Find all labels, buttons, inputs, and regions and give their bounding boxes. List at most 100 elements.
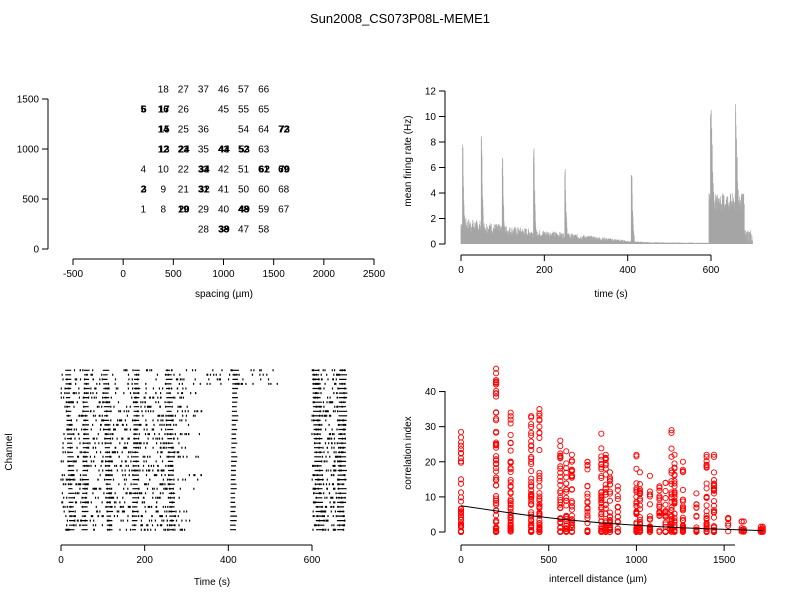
correlation-point [725, 522, 732, 529]
correlation-point [457, 528, 465, 535]
correlation-point [710, 508, 718, 515]
electrode-label: 44 [219, 145, 231, 156]
correlation-point [656, 496, 663, 503]
channel-spike-train [62, 442, 347, 445]
channel-spike-train [65, 382, 346, 385]
correlation-point [668, 445, 675, 452]
correlation-point [703, 508, 710, 515]
channel-spike-train [63, 510, 345, 513]
correlation-point [693, 504, 700, 511]
correlation-point [507, 413, 514, 420]
electrode-label: 46 [218, 85, 230, 96]
correlation-point [703, 461, 710, 468]
electrode-label: 28 [198, 225, 210, 236]
electrode-label: 69 [278, 165, 290, 176]
raster-panel: 0 200 400 600 Time (s) Channel [4, 369, 348, 588]
correlation-point [457, 498, 465, 505]
correlation-point [636, 506, 643, 513]
correlation-point [662, 501, 669, 508]
correlation-point [662, 488, 669, 495]
correlation-point [507, 490, 514, 497]
channel-spike-train [65, 528, 345, 531]
channel-spike-train [63, 496, 346, 499]
channel-spike-train [68, 487, 347, 490]
correlation-point [528, 442, 535, 449]
correlation-panel: 0 500 1000 1500 0 10 20 30 40 intercell distanc… [403, 365, 766, 585]
p2-x-label: time (s) [594, 289, 627, 300]
correlation-point [493, 393, 500, 400]
channel-spike-train [64, 437, 346, 440]
electrode-label: 54 [238, 125, 250, 136]
correlation-point [703, 521, 710, 528]
electrode-label: 8 [161, 205, 167, 216]
p2-y-tick-label: 10 [425, 112, 437, 123]
correlation-point [493, 482, 500, 489]
channel-spike-train [62, 446, 346, 449]
p2-rate-histogram [460, 104, 753, 244]
correlation-point [507, 483, 514, 491]
correlation-point [557, 496, 564, 503]
electrode-label: 61 [258, 165, 270, 176]
correlation-point [710, 469, 718, 476]
electrode-label: 65 [258, 105, 270, 116]
correlation-point [507, 505, 514, 513]
p3-spike-raster [60, 369, 348, 531]
correlation-point [584, 458, 591, 465]
electrode-label: 45 [218, 105, 230, 116]
correlation-point [493, 381, 500, 388]
electrode-label: 47 [238, 225, 250, 236]
correlation-point [646, 513, 653, 520]
correlation-point [493, 465, 500, 472]
correlation-point [710, 453, 718, 461]
correlation-point [710, 502, 718, 509]
correlation-point [606, 490, 613, 497]
p4-y-tick-label: 40 [425, 387, 437, 398]
correlation-point [536, 469, 543, 476]
electrode-label: 53 [239, 145, 251, 156]
electrode-label: 52 [238, 145, 250, 156]
channel-spike-train [61, 474, 346, 477]
correlation-point [536, 493, 543, 500]
correlation-point [703, 485, 710, 492]
correlation-point [528, 453, 535, 461]
correlation-point [584, 498, 591, 505]
electrode-label: 26 [178, 105, 190, 116]
p4-x-tick-label: 500 [540, 555, 557, 566]
channel-spike-train [62, 505, 345, 508]
correlation-point [725, 528, 732, 535]
p2-y-tick-label: 2 [430, 214, 436, 225]
correlation-point [671, 510, 678, 517]
correlation-point [568, 473, 575, 480]
correlation-point [671, 451, 678, 458]
p1-x-tick-label: 1500 [263, 269, 286, 280]
electrode-label: 48 [238, 205, 250, 216]
correlation-point [493, 512, 500, 519]
correlation-point [584, 508, 591, 515]
correlation-point [568, 506, 575, 513]
correlation-point [614, 493, 621, 500]
correlation-point [636, 516, 643, 523]
p1-y-tick-label: 0 [33, 245, 39, 256]
correlation-point [568, 458, 575, 465]
p3-x-ticks: 0 200 400 600 [58, 545, 321, 566]
p1-x-label: spacing (µm) [195, 289, 253, 300]
electrode-label: 20 [179, 205, 191, 216]
electrode-label: 22 [178, 165, 190, 176]
correlation-point [679, 514, 686, 521]
electrode-label: 62 [259, 165, 271, 176]
p2-y-tick-label: 8 [430, 138, 436, 149]
correlation-point [646, 524, 653, 531]
correlation-point [710, 483, 718, 490]
correlation-point [679, 469, 686, 476]
correlation-point [536, 509, 543, 516]
channel-spike-train [60, 387, 347, 390]
correlation-point [507, 496, 514, 503]
correlation-point [528, 475, 535, 482]
correlation-point [457, 476, 465, 483]
correlation-point [584, 505, 591, 512]
correlation-point [598, 430, 605, 437]
electrode-label: 21 [178, 185, 190, 196]
correlation-point [598, 504, 605, 511]
electrode-label: 15 [158, 125, 170, 136]
correlation-point [457, 513, 465, 521]
